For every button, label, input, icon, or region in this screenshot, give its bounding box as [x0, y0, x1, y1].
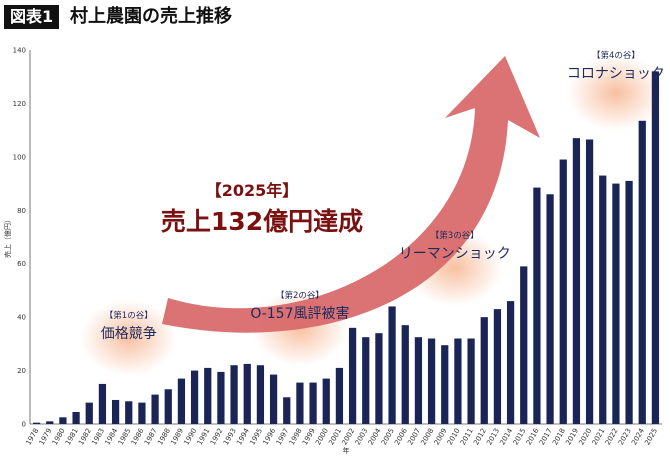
valley-tag: 【第2の谷】: [276, 290, 324, 301]
y-tick-label: 60: [17, 260, 26, 268]
y-tick-label: 100: [13, 153, 26, 161]
y-tick-label: 40: [17, 314, 26, 322]
bar-1978: [32, 422, 41, 424]
y-tick-label: 80: [17, 207, 26, 215]
bar-2004: [375, 333, 383, 424]
highlight-year: 【2025年】: [206, 181, 299, 200]
bar-1999: [309, 382, 317, 424]
bar-2016: [533, 187, 541, 424]
bar-1993: [230, 365, 238, 424]
bar-2009: [441, 345, 449, 424]
y-axis-title: 売上（億円）: [3, 216, 12, 258]
bar-2024: [638, 120, 646, 425]
valley-glow: [567, 55, 664, 131]
figure-header: 図表1 村上農園の売上推移: [0, 0, 670, 34]
bar-2013: [493, 309, 502, 424]
bar-1980: [59, 417, 67, 424]
valley-label: リーマンショック: [399, 246, 511, 262]
bar-1988: [164, 389, 172, 424]
bar-2011: [467, 338, 475, 424]
bar-2007: [414, 337, 423, 424]
bar-2021: [599, 175, 607, 424]
growth-arrow: [162, 56, 540, 333]
bar-1994: [243, 363, 251, 424]
y-tick-label: 120: [13, 100, 26, 108]
bar-2002: [348, 327, 357, 424]
x-axis-title: 年: [343, 446, 350, 455]
bar-1985: [125, 401, 133, 424]
y-tick-label: 20: [17, 367, 26, 375]
figure-number-badge: 図表1: [4, 5, 60, 29]
bar-1992: [217, 371, 225, 424]
x-tick-label: 2025: [643, 427, 659, 446]
bar-2020: [585, 139, 594, 424]
valley-label: O-157風評被害: [250, 306, 349, 322]
valley-label: コロナショック: [567, 66, 665, 82]
bar-2014: [506, 301, 515, 424]
bar-1982: [85, 402, 93, 424]
bar-2003: [362, 337, 370, 424]
bar-1986: [138, 402, 146, 424]
bar-2022: [612, 183, 620, 424]
bar-1979: [46, 421, 54, 424]
bar-1995: [256, 365, 265, 424]
bar-2025: [651, 71, 660, 424]
valley-tag: 【第1の谷】: [105, 310, 153, 321]
bar-2015: [520, 266, 528, 424]
y-tick-label: 140: [13, 47, 26, 55]
bar-2008: [427, 338, 436, 424]
bar-2010: [454, 338, 462, 424]
bar-1981: [72, 411, 80, 424]
bar-1998: [296, 382, 304, 424]
bar-1991: [204, 367, 212, 424]
valley-label: 価格競争: [101, 326, 157, 342]
bar-2018: [559, 159, 567, 424]
valley-tag: 【第3の谷】: [431, 230, 479, 241]
bar-2017: [546, 194, 554, 424]
bar-2005: [388, 306, 396, 424]
bar-1983: [98, 383, 107, 424]
chart-title: 村上農園の売上推移: [70, 6, 232, 27]
valley-tag: 【第4の谷】: [592, 50, 640, 61]
bar-2001: [335, 367, 344, 424]
bar-1987: [151, 394, 159, 424]
bar-2019: [572, 138, 581, 424]
bar-2012: [480, 317, 488, 424]
bar-2023: [625, 180, 633, 424]
bar-1990: [190, 370, 199, 424]
bar-1997: [283, 397, 291, 424]
bar-1996: [269, 374, 278, 424]
valley-glow: [80, 300, 177, 376]
bar-2006: [401, 325, 409, 424]
y-tick-label: 0: [22, 421, 26, 429]
highlight-text: 売上132億円達成: [161, 207, 363, 236]
bar-1984: [111, 399, 120, 424]
bar-2000: [322, 378, 330, 424]
bar-1989: [177, 378, 186, 424]
